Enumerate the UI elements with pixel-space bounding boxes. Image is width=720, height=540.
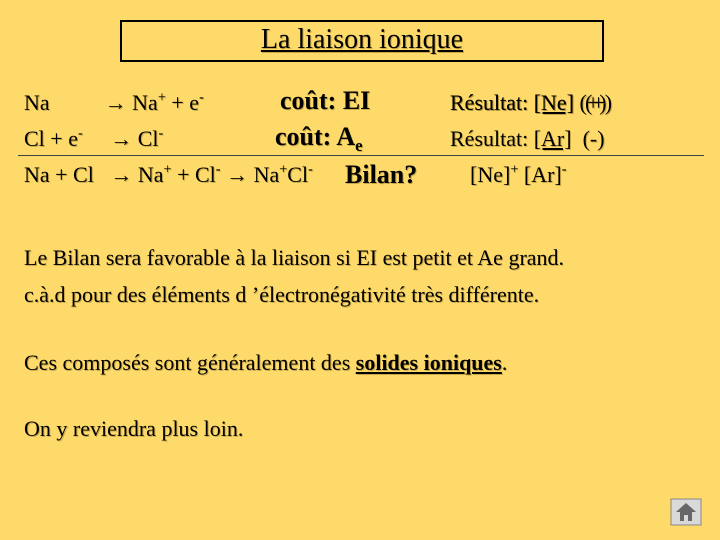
reaction-2: Cl + e- → Cl- (24, 126, 163, 152)
bilan-label: Bilan? (345, 160, 417, 190)
result-3: [Ne]+ [Ar]- (470, 162, 567, 188)
reaction-3: Na + Cl → Na+ + Cl- → Na+Cl- (24, 162, 313, 188)
paragraph-1: Le Bilan sera favorable à la liaison si … (24, 245, 694, 271)
horizontal-rule (18, 155, 704, 156)
r1-left: Na → Na+ + e- (24, 90, 204, 115)
home-icon[interactable] (670, 498, 702, 526)
paragraph-4: On y reviendra plus loin. (24, 416, 694, 442)
slide-title: La liaison ionique (261, 24, 463, 55)
cost-1: coût: EI (280, 86, 370, 116)
result-1-full: Résultat: [Ne] (+) (450, 90, 612, 116)
solides-ioniques: solides ioniques (356, 350, 502, 375)
paragraph-2: c.à.d pour des éléments d ’électronégati… (24, 282, 694, 308)
result-2: Résultat: [Ar] (-) (450, 126, 605, 152)
cost-2: coût: Ae (275, 122, 363, 152)
reaction-1: Na → Na+ + e- (24, 90, 204, 116)
paragraph-3: Ces composés sont généralement des solid… (24, 350, 694, 376)
title-box: La liaison ionique (120, 20, 604, 62)
